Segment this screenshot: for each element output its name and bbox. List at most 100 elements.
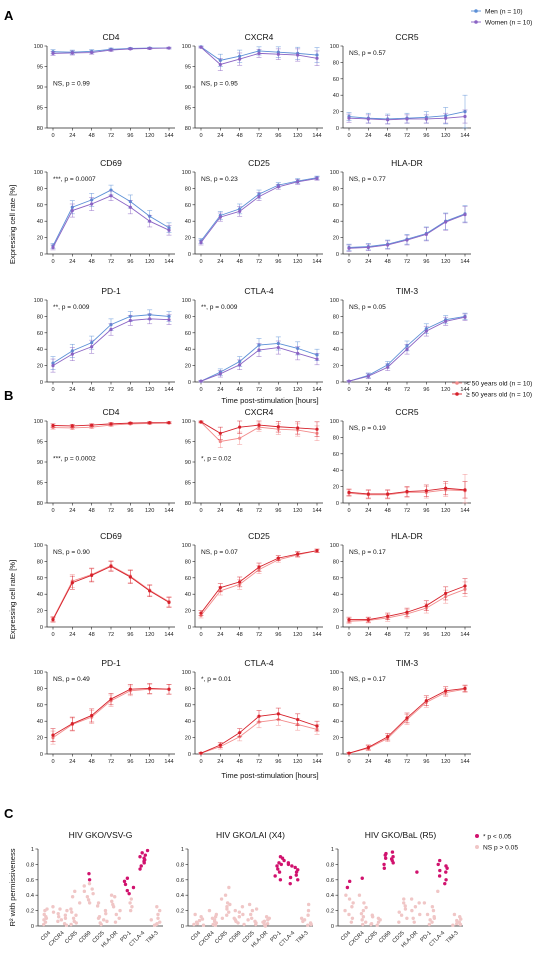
- sig-point: [296, 868, 300, 872]
- data-point: [405, 716, 409, 720]
- data-point: [51, 364, 55, 368]
- y-tick-label: 40: [185, 592, 191, 598]
- x-tick-label: 24: [69, 259, 75, 265]
- y-axis-label: Expressing cell rate [%]: [8, 560, 17, 639]
- x-tick-label: 120: [145, 632, 154, 638]
- chart-title: HLA-DR: [391, 158, 423, 168]
- y-tick-label: 40: [185, 719, 191, 725]
- line-chart-A-CXCR4: CXCR4 80 85 90 95 100 0 24 48 72 96 120 144 NS, p = 0…: [182, 32, 323, 139]
- x-tick-label: CD69: [78, 930, 92, 944]
- group-CD25: [397, 897, 409, 924]
- y-tick-label: 20: [185, 609, 191, 615]
- data-point: [90, 713, 94, 718]
- data-point: [444, 689, 448, 693]
- data-point: [51, 245, 55, 250]
- data-point: [463, 213, 467, 217]
- y-tick-label: 0: [336, 501, 339, 507]
- x-tick-label: 0: [51, 508, 54, 514]
- data-point: [109, 327, 113, 332]
- x-tick-label: 72: [404, 632, 410, 638]
- ns-point: [69, 907, 73, 911]
- data-point: [128, 318, 132, 323]
- legend-label: * p < 0.05: [483, 833, 512, 840]
- sig-point: [145, 848, 150, 853]
- ns-point: [73, 889, 77, 894]
- sig-point: [142, 856, 146, 860]
- chart-title: CCR5: [395, 407, 418, 417]
- ns-point: [455, 921, 459, 926]
- x-tick-label: 72: [256, 133, 262, 139]
- chart-annotation: NS, p = 0.17: [349, 549, 386, 556]
- chart-annotation: NS, p = 0.07: [201, 549, 238, 556]
- legend-marker: [455, 392, 459, 396]
- y-tick-label: 100: [330, 543, 339, 549]
- data-point: [276, 712, 280, 716]
- data-point: [444, 319, 448, 323]
- data-point: [463, 488, 467, 492]
- x-tick-label: 96: [275, 632, 281, 638]
- sig-point: [276, 867, 280, 871]
- data-point: [386, 118, 390, 122]
- data-point: [90, 573, 94, 577]
- y-tick-label: 0.2: [326, 909, 334, 915]
- chart-annotation: NS, p = 0.90: [53, 549, 90, 556]
- chart-title: CCR5: [395, 32, 418, 42]
- sig-point: [437, 874, 442, 878]
- series-2: [198, 176, 320, 246]
- ns-point: [360, 918, 364, 922]
- ns-point: [63, 916, 68, 920]
- data-point: [128, 575, 132, 579]
- x-tick-label: 72: [108, 259, 114, 265]
- x-tick-label: 120: [145, 387, 154, 393]
- x-tick-label: 120: [293, 387, 302, 393]
- y-tick-label: 80: [37, 559, 43, 565]
- data-point: [148, 589, 152, 593]
- data-point: [51, 423, 55, 428]
- ns-point: [86, 898, 91, 902]
- ns-point: [306, 902, 311, 907]
- data-point: [405, 610, 409, 614]
- data-point: [199, 751, 203, 755]
- data-point: [167, 228, 171, 232]
- y-tick-label: 90: [185, 85, 191, 91]
- x-tick-label: 120: [145, 133, 154, 139]
- y-tick-label: 60: [333, 452, 339, 458]
- sig-point: [415, 870, 419, 874]
- ns-point: [87, 881, 92, 886]
- data-point: [366, 745, 370, 750]
- data-point: [218, 62, 222, 67]
- data-point: [257, 51, 261, 55]
- y-tick-label: 1: [331, 847, 334, 853]
- y-tick-label: 100: [330, 44, 339, 50]
- ns-point: [118, 908, 122, 913]
- data-point: [366, 245, 370, 250]
- x-tick-label: 0: [199, 387, 202, 393]
- data-point: [238, 363, 242, 367]
- ns-point: [451, 923, 455, 927]
- x-tick-label: 24: [365, 259, 371, 265]
- chart-annotation: NS, p = 0.77: [349, 176, 386, 183]
- group-CCR5: [369, 913, 382, 927]
- series-2: [198, 548, 320, 616]
- ns-point: [194, 920, 199, 924]
- data-point: [444, 591, 448, 595]
- x-tick-label: 120: [293, 632, 302, 638]
- legend-label: ≥ 50 years old (n = 10): [466, 391, 532, 398]
- x-tick-label: 72: [256, 508, 262, 514]
- y-tick-label: 60: [333, 576, 339, 582]
- group-CCR5: [219, 885, 232, 920]
- series-2: [50, 46, 172, 56]
- sig-point: [123, 882, 128, 887]
- data-point: [238, 209, 242, 213]
- group-CD69: [232, 905, 246, 927]
- legend-marker: [475, 845, 479, 849]
- group-CXCR4: [357, 876, 368, 927]
- ns-point: [96, 901, 101, 905]
- series-line: [200, 178, 318, 243]
- y-tick-label: 80: [333, 314, 339, 320]
- line-chart-A-CCR5: CCR5 0 20 40 60 80 100 0 24 48 72 96 120 144 NS, p = 0…: [330, 32, 471, 139]
- data-point: [51, 618, 55, 622]
- ns-point: [349, 920, 354, 924]
- x-tick-label: 144: [460, 387, 469, 393]
- data-point: [257, 195, 261, 199]
